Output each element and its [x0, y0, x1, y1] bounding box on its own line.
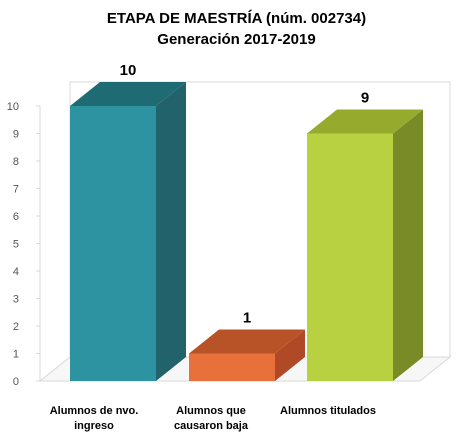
y-tick-label: 0	[13, 376, 19, 388]
data-labels: 10 1 9	[120, 62, 370, 327]
y-tick-label: 5	[13, 239, 19, 251]
chart-title: ETAPA DE MAESTRÍA (núm. 002734) Generaci…	[0, 8, 473, 50]
bar-top	[307, 109, 423, 134]
bar	[307, 109, 423, 381]
bar-side	[275, 329, 305, 381]
y-tick-label: 4	[13, 266, 19, 278]
bar-side	[393, 109, 423, 381]
data-label: 9	[361, 90, 369, 107]
bar	[189, 329, 305, 381]
bar-front	[70, 106, 156, 381]
bar-top	[189, 329, 305, 354]
bar-front	[189, 353, 275, 381]
category-label: Alumnos de nvo. ingreso	[49, 405, 139, 432]
y-tick-label: 2	[13, 321, 19, 333]
bar-top	[70, 82, 186, 106]
y-tick-label: 6	[13, 211, 19, 223]
y-axis-ticks: 0 1 2 3 4 5 6 7 8 9 10	[7, 101, 40, 388]
y-tick-label: 8	[13, 156, 19, 168]
y-tick-label: 3	[13, 294, 19, 306]
y-tick-label: 9	[13, 129, 19, 141]
category-label: Alumnos titulados	[280, 405, 376, 417]
bar-front	[307, 133, 393, 381]
y-tick-label: 1	[13, 349, 19, 361]
category-label: Alumnos que causaron baja	[174, 405, 248, 432]
bar	[70, 82, 186, 381]
y-tick-label: 10	[7, 101, 19, 113]
bar-side	[156, 82, 186, 381]
y-tick-label: 7	[13, 184, 19, 196]
data-label: 1	[243, 310, 251, 327]
chart-bars	[70, 82, 423, 381]
chart-title-line-1: ETAPA DE MAESTRÍA (núm. 002734)	[106, 10, 367, 27]
data-label: 10	[120, 62, 137, 79]
chart-title-line-2: Generación 2017-2019	[157, 31, 316, 48]
